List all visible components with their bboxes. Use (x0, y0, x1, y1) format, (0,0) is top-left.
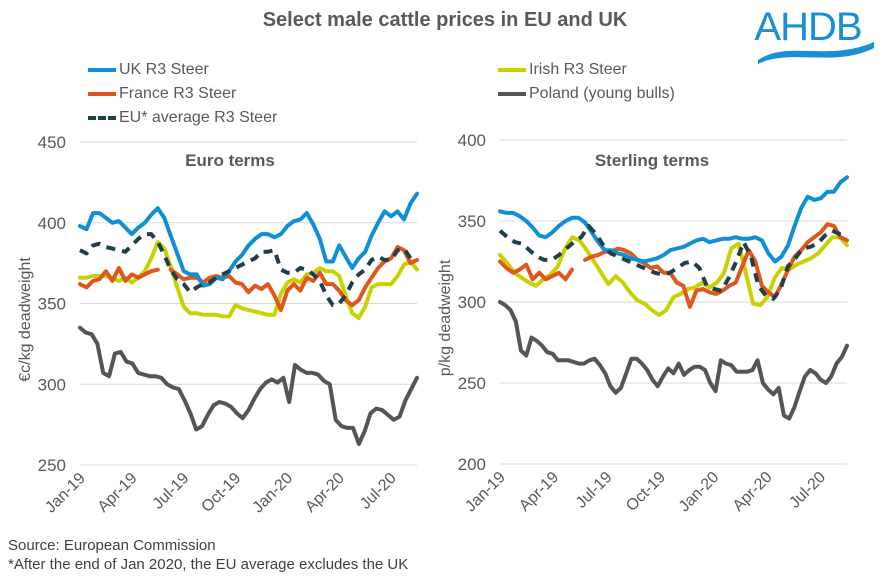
y-axis-label: p/kg deadweight (437, 259, 454, 376)
series-line-uk-r3-steer (498, 175, 849, 264)
series-line-uk-r3-steer (78, 191, 419, 288)
y-tick-label: 400 (458, 131, 486, 150)
legend-swatch (498, 92, 526, 96)
y-tick-label: 350 (458, 212, 486, 231)
legend-swatch (88, 92, 116, 96)
x-tick-label: Apr-20 (730, 469, 776, 515)
legend-item: France R3 Steer (88, 84, 236, 104)
series-line-france-r3-steer (168, 245, 419, 312)
x-tick-label: Jul-19 (573, 469, 616, 512)
series-line-poland-young-bulls (78, 325, 419, 446)
logo-text: AHDB (754, 5, 861, 49)
y-tick-label: 200 (458, 455, 486, 474)
legend-item: Poland (young bulls) (498, 84, 675, 104)
series-line-france-r3-steer (78, 266, 160, 290)
series-line-irish-r3-steer (78, 240, 419, 320)
legend-label: EU* average R3 Steer (119, 109, 278, 126)
x-tick-label: Apr-19 (95, 470, 141, 516)
y-tick-label: 300 (458, 293, 486, 312)
series-line-france-r3-steer (583, 222, 849, 309)
x-tick-label: Jul-20 (357, 470, 400, 513)
y-tick-label: 400 (38, 214, 66, 233)
y-tick-label: 350 (38, 295, 66, 314)
panel-title: Sterling terms (595, 151, 709, 170)
legend-item: Irish R3 Steer (498, 60, 627, 80)
y-axis-label: €c/kg deadweight (17, 257, 34, 382)
ahdb-logo: AHDB (754, 5, 874, 64)
legend-label: UK R3 Steer (119, 61, 209, 78)
y-tick-label: 450 (38, 133, 66, 152)
x-tick-label: Oct-19 (623, 469, 669, 515)
x-tick-label: Oct-19 (198, 470, 244, 516)
legend-label: Irish R3 Steer (529, 61, 627, 78)
legend-item: UK R3 Steer (88, 60, 209, 80)
x-tick-label: Jul-19 (150, 470, 193, 513)
x-tick-label: Jul-20 (786, 469, 829, 512)
x-tick-label: Jan-20 (676, 469, 723, 516)
chart-title: Select male cattle prices in EU and UK (262, 9, 628, 31)
x-tick-label: Jan-19 (462, 469, 509, 516)
legend-swatch (88, 116, 116, 120)
panel-title: Euro terms (185, 151, 275, 170)
legend-swatch (88, 68, 116, 72)
series-line-france-r3-steer (498, 259, 574, 282)
x-tick-label: Apr-20 (302, 470, 348, 516)
legend-item: EU* average R3 Steer (88, 108, 277, 128)
y-tick-label: 250 (458, 374, 486, 393)
y-tick-label: 250 (38, 456, 66, 475)
footnote: *After the end of Jan 2020, the EU avera… (8, 556, 409, 573)
logo-wave-icon (758, 42, 874, 64)
y-tick-label: 300 (38, 375, 66, 394)
source-note: Source: European Commission (8, 537, 216, 554)
series-line-poland-young-bulls (498, 300, 849, 421)
x-tick-label: Jan-19 (42, 470, 89, 517)
series-line-eu-average-r3-steer (79, 232, 417, 308)
series-line-eu-average-r3-steer (498, 223, 848, 301)
x-tick-label: Jan-20 (250, 470, 297, 517)
legend-label: France R3 Steer (119, 85, 237, 102)
legend-swatch (498, 68, 526, 72)
legend-label: Poland (young bulls) (529, 85, 675, 102)
x-tick-label: Apr-19 (516, 469, 562, 515)
